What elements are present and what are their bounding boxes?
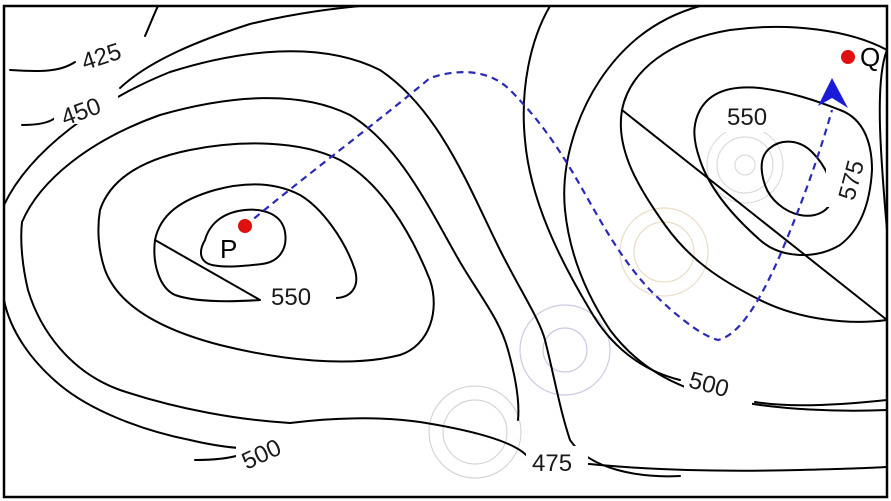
contour-525-east	[619, 25, 888, 323]
point-p-marker[interactable]	[238, 219, 252, 233]
contour-575-east	[760, 140, 834, 217]
contour-450	[21, 5, 361, 126]
map-frame	[2, 4, 889, 499]
contour-500-east	[522, 5, 888, 407]
contour-500-west	[20, 97, 520, 424]
route-path	[244, 71, 834, 342]
route-arrow-icon	[818, 78, 848, 108]
label-masks	[54, 34, 858, 476]
contour-label-550-west: 550	[271, 284, 311, 311]
point-q-marker[interactable]	[841, 50, 855, 64]
point-q-label: Q	[860, 42, 880, 72]
contour-525-west	[97, 142, 435, 363]
contour-425	[9, 5, 159, 73]
contour-lines	[3, 5, 888, 478]
contour-label-475: 475	[532, 450, 572, 477]
contour-label-550-east: 550	[727, 104, 767, 131]
contour-475-east	[563, 5, 888, 412]
contour-550-east	[693, 86, 873, 256]
contour-p-summit	[199, 208, 287, 268]
contour-bottom-475	[569, 461, 888, 472]
contour-550-west	[153, 183, 358, 303]
point-p-label: P	[220, 234, 237, 264]
contour-east-edge	[878, 49, 888, 231]
